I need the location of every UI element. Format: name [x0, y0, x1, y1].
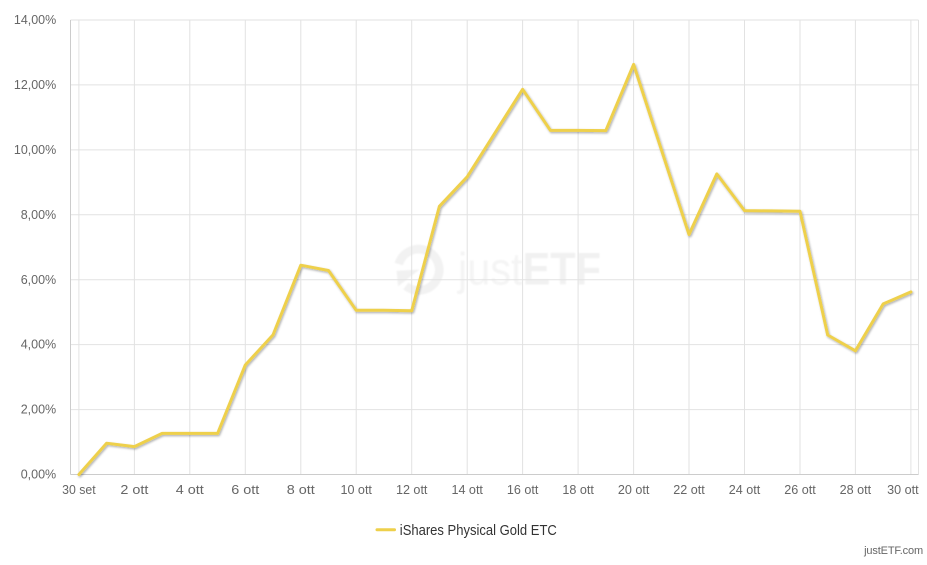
svg-text:22 ott: 22 ott	[673, 482, 705, 497]
svg-text:6,00%: 6,00%	[21, 272, 57, 287]
svg-text:4 ott: 4 ott	[176, 482, 204, 497]
svg-text:14 ott: 14 ott	[451, 482, 483, 497]
svg-text:16 ott: 16 ott	[507, 482, 539, 497]
svg-text:4,00%: 4,00%	[21, 337, 57, 352]
svg-text:30 ott: 30 ott	[887, 482, 919, 497]
svg-text:12 ott: 12 ott	[396, 482, 428, 497]
svg-text:justETF: justETF	[456, 244, 601, 295]
svg-text:26 ott: 26 ott	[784, 482, 816, 497]
svg-text:8 ott: 8 ott	[287, 482, 315, 497]
svg-text:8,00%: 8,00%	[21, 207, 57, 222]
svg-text:10 ott: 10 ott	[340, 482, 372, 497]
svg-text:10,00%: 10,00%	[14, 142, 57, 157]
svg-text:iShares Physical Gold ETC: iShares Physical Gold ETC	[400, 523, 557, 539]
svg-text:14,00%: 14,00%	[14, 12, 57, 27]
svg-text:12,00%: 12,00%	[14, 77, 57, 92]
svg-text:18 ott: 18 ott	[562, 482, 594, 497]
svg-text:30 set: 30 set	[62, 482, 96, 497]
svg-text:2 ott: 2 ott	[120, 482, 148, 497]
svg-text:20 ott: 20 ott	[618, 482, 650, 497]
svg-text:0,00%: 0,00%	[21, 467, 57, 482]
svg-text:28 ott: 28 ott	[840, 482, 872, 497]
svg-text:justETF.com: justETF.com	[863, 545, 923, 557]
svg-text:6 ott: 6 ott	[231, 482, 259, 497]
svg-text:2,00%: 2,00%	[21, 402, 57, 417]
svg-text:24 ott: 24 ott	[729, 482, 761, 497]
